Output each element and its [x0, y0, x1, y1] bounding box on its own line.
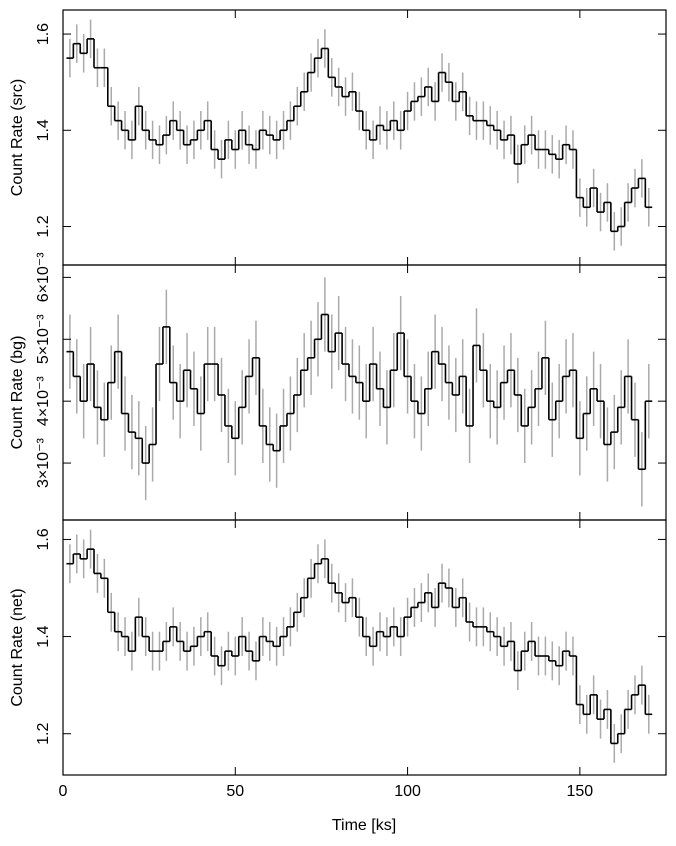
- y-tick-label: 1.4: [35, 625, 52, 647]
- y-tick-label: 1.2: [35, 215, 52, 237]
- y-tick-label: 1.6: [35, 528, 52, 550]
- panel-frame: [62, 9, 667, 266]
- panel-frame: [62, 519, 667, 776]
- y-tick-label: 4×10⁻³: [35, 376, 52, 426]
- y-tick-label: 1.4: [35, 119, 52, 141]
- x-tick-label: 50: [226, 783, 244, 800]
- x-tick-label: 100: [394, 783, 421, 800]
- y-tick-label: 5×10⁻³: [35, 314, 52, 364]
- panel-frame: [62, 264, 667, 521]
- y-tick-label: 1.6: [35, 23, 52, 45]
- y-tick-label: 1.2: [35, 722, 52, 744]
- y-tick-label: 6×10⁻³: [35, 252, 52, 302]
- y-axis-label: Count Rate (net): [9, 588, 26, 706]
- y-axis-label: Count Rate (src): [9, 79, 26, 196]
- y-tick-label: 3×10⁻³: [35, 437, 52, 487]
- x-axis-label: Time [ks]: [332, 817, 396, 834]
- y-axis-label: Count Rate (bg): [9, 336, 26, 450]
- x-tick-label: 150: [567, 783, 594, 800]
- x-tick-label: 0: [59, 783, 68, 800]
